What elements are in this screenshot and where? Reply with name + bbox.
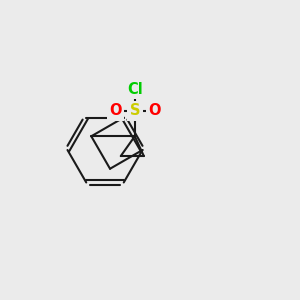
- Text: O: O: [148, 103, 161, 118]
- Text: S: S: [130, 103, 140, 118]
- Text: Cl: Cl: [127, 82, 142, 97]
- Text: O: O: [109, 103, 122, 118]
